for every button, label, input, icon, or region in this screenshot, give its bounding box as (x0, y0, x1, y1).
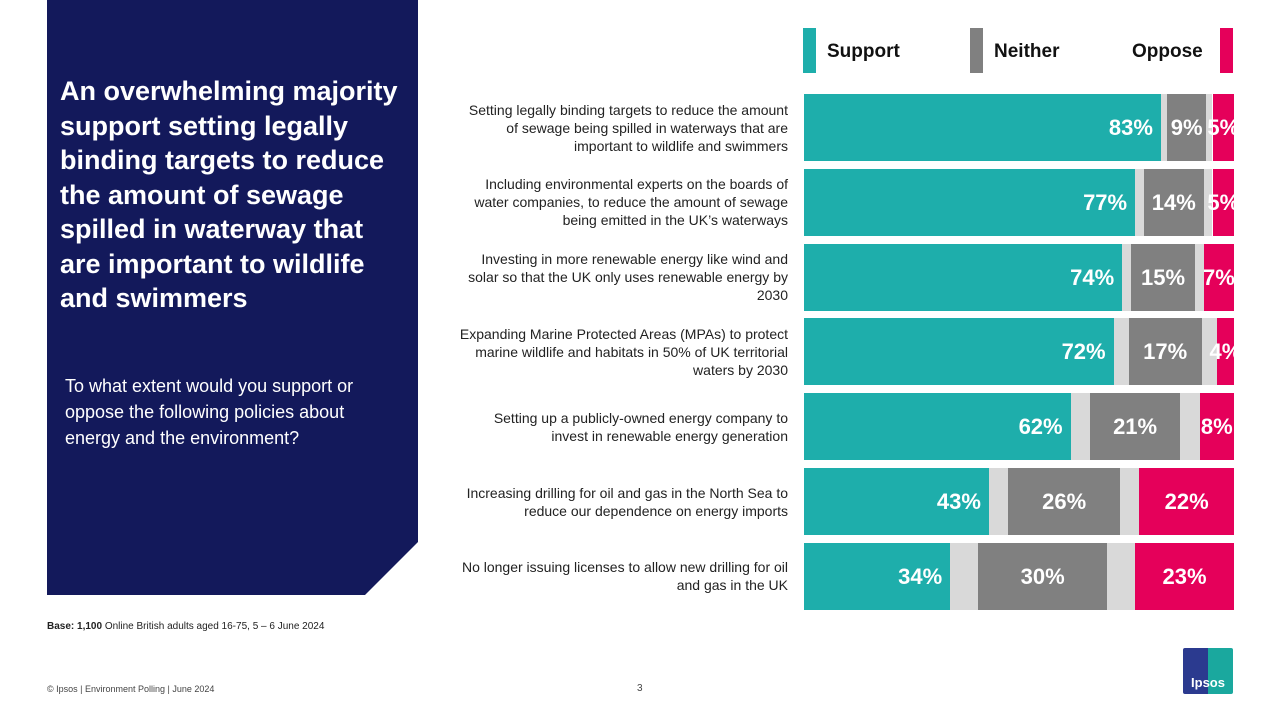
category-label: Increasing drilling for oil and gas in t… (466, 484, 788, 519)
bar-support (804, 243, 1123, 311)
title-panel (47, 0, 418, 595)
bar-neither (1008, 468, 1121, 535)
bar-oppose (1199, 393, 1234, 461)
category-label: No longer issuing licenses to allow new … (461, 559, 788, 594)
bar-support (804, 94, 1161, 161)
data-label-neither: 21% (1113, 414, 1158, 440)
category-label: Including environmental experts on the b… (474, 176, 788, 229)
bar-oppose (1212, 168, 1234, 236)
bar-remainder (1201, 318, 1217, 386)
category-label: Setting up a publicly-owned energy compa… (493, 409, 788, 444)
page-number: 3 (637, 683, 643, 694)
category-label: Expanding Marine Protected Areas (MPAs) … (459, 325, 788, 378)
legend-label-support: Support (827, 41, 900, 62)
bar-remainder (1070, 393, 1090, 461)
base-text: Online British adults aged 16-75, 5 – 6 … (102, 621, 325, 632)
logo-text: Ipsos (1191, 675, 1225, 690)
bar-oppose (1139, 468, 1234, 535)
bar-support (804, 468, 989, 535)
bar-oppose (1135, 542, 1234, 610)
legend-label-oppose: Oppose (1132, 41, 1203, 62)
data-label-neither: 14% (1151, 189, 1196, 215)
slide-title: An overwhelming majority support setting… (60, 76, 398, 313)
legend-swatch-support (803, 28, 816, 73)
data-label-support: 62% (1018, 414, 1063, 440)
bar-neither (1143, 168, 1204, 236)
bar-neither (1130, 243, 1196, 311)
bar-oppose (1216, 318, 1234, 386)
bar-remainder (1135, 168, 1144, 236)
data-label-neither: 30% (1020, 563, 1065, 589)
base-label: Base: 1,100 (47, 621, 103, 632)
data-label-support: 34% (898, 563, 943, 589)
legend-label-neither: Neither (994, 41, 1060, 62)
legend-swatch-oppose (1220, 28, 1233, 73)
survey-question: To what extent would you support or oppo… (65, 376, 354, 448)
bar-neither (1089, 393, 1181, 461)
data-label-support: 83% (1108, 115, 1153, 140)
data-label-neither: 9% (1170, 115, 1203, 140)
bar-remainder (1195, 243, 1204, 311)
data-label-neither: 26% (1042, 489, 1087, 514)
bar-remainder (1120, 468, 1140, 535)
bar-support (804, 318, 1114, 386)
footer: © Ipsos | Environment Polling | June 202… (47, 684, 215, 694)
bar-neither (978, 542, 1108, 610)
data-label-neither: 17% (1143, 339, 1188, 365)
ipsos-logo: Ipsos (1183, 648, 1233, 694)
data-label-oppose: 5% (1207, 189, 1240, 215)
bar-remainder (1122, 243, 1131, 311)
data-label-oppose: 23% (1162, 563, 1207, 589)
data-label-oppose: 8% (1200, 414, 1233, 440)
bar-support (804, 393, 1071, 461)
bar-oppose (1212, 94, 1234, 161)
data-label-oppose: 7% (1203, 264, 1235, 290)
bar-support (804, 168, 1136, 236)
data-label-oppose: 22% (1164, 489, 1209, 514)
data-label-support: 77% (1083, 189, 1128, 215)
bar-remainder (950, 542, 979, 610)
bar-neither (1128, 318, 1202, 386)
bar-remainder (1113, 318, 1129, 386)
bar-support (804, 542, 951, 610)
bar-remainder (988, 468, 1009, 535)
data-label-oppose: 5% (1207, 115, 1240, 140)
data-label-neither: 15% (1141, 264, 1186, 290)
base-note: Base: 1,100 Online British adults aged 1… (47, 621, 324, 632)
data-label-oppose: 4% (1209, 339, 1242, 365)
data-label-support: 74% (1070, 264, 1115, 290)
bar-remainder (1107, 542, 1136, 610)
bar-neither (1167, 94, 1207, 161)
bar-oppose (1203, 243, 1234, 311)
bar-remainder (1203, 168, 1213, 236)
data-label-support: 43% (936, 489, 981, 514)
bar-remainder (1160, 94, 1168, 161)
category-label: Setting legally binding targets to reduc… (468, 101, 788, 154)
data-label-support: 72% (1061, 339, 1106, 365)
category-label: Investing in more renewable energy like … (468, 251, 788, 304)
bar-remainder (1180, 393, 1200, 461)
legend-swatch-neither (970, 28, 983, 73)
bar-remainder (1206, 94, 1213, 161)
